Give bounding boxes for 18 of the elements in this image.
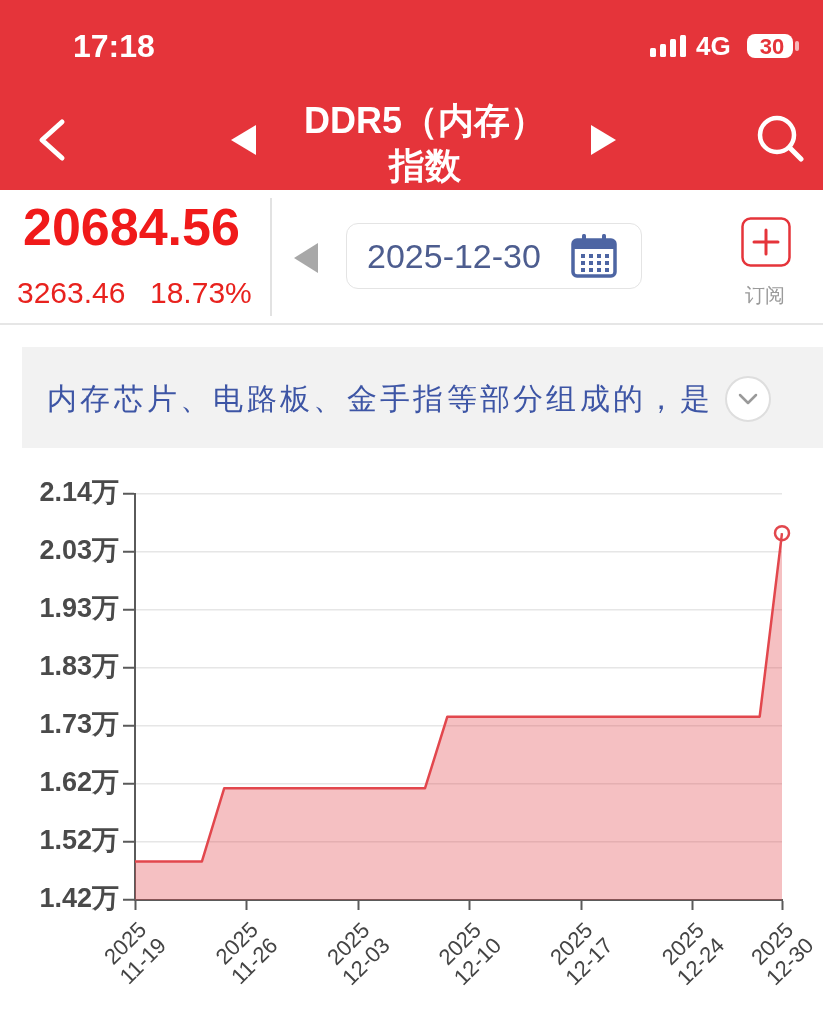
text: 3263.46 — [17, 275, 126, 311]
y-tick-label: 1.73万 — [39, 709, 119, 740]
y-tick-label: 1.62万 — [39, 767, 119, 798]
text: 订阅 — [745, 283, 785, 307]
text: 18.73% — [150, 275, 252, 311]
y-tick-label: 2.03万 — [39, 535, 119, 566]
chart-subtitle: 内存芯片、电路板、金手指等部分组成的，是 — [47, 381, 713, 417]
y-tick-label: 1.83万 — [39, 651, 119, 682]
y-tick-label: 1.42万 — [39, 883, 119, 914]
chart-title: DDR5（内存）指数 — [303, 99, 547, 188]
y-tick-label: 1.93万 — [39, 593, 119, 624]
text: 17:18 — [73, 27, 155, 66]
y-tick-label: 1.52万 — [39, 825, 119, 856]
text: 2025-12-30 — [367, 236, 541, 277]
text: 20684.56 — [23, 197, 240, 258]
text: 4G — [696, 31, 731, 63]
text: 30 — [758, 34, 786, 61]
y-tick-label: 2.14万 — [39, 477, 119, 508]
